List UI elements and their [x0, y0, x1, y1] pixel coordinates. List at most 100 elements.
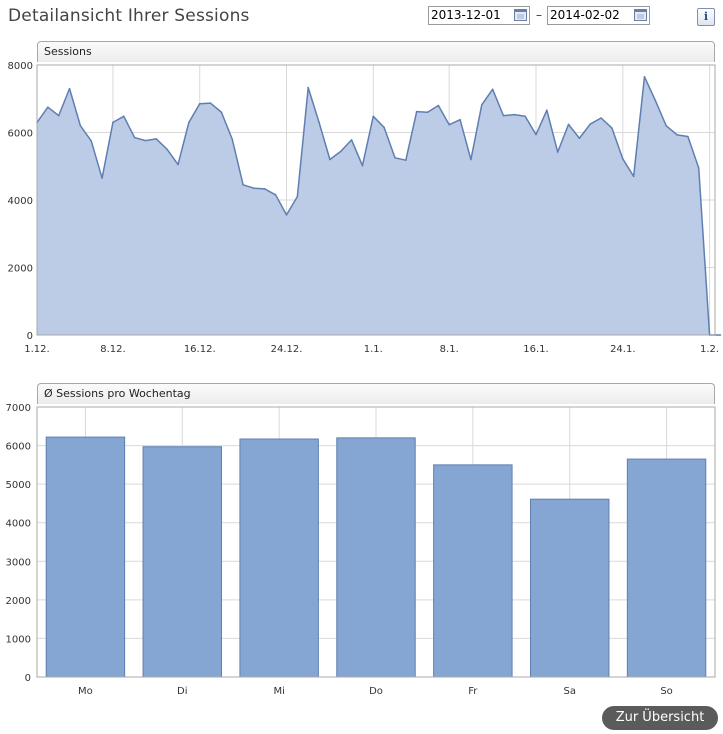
calendar-icon[interactable]: [514, 9, 527, 21]
page-title: Detailansicht Ihrer Sessions: [8, 6, 250, 26]
data-point: [307, 86, 310, 89]
data-point: [198, 103, 201, 105]
y-tick-label: 0: [25, 673, 31, 684]
date-separator: –: [536, 8, 542, 22]
data-point: [459, 118, 461, 121]
data-point: [361, 164, 364, 167]
sessions-chart-title: Sessions: [44, 45, 92, 58]
weekday-panel-header: Ø Sessions pro Wochentag: [37, 383, 715, 404]
data-point: [122, 115, 125, 118]
sessions-panel-header: Sessions: [37, 41, 715, 62]
date-from-field[interactable]: 2013-12-01: [428, 6, 530, 25]
data-point: [654, 99, 657, 102]
data-point: [274, 194, 277, 196]
data-point: [448, 123, 451, 126]
data-point: [491, 88, 494, 91]
data-point: [155, 138, 158, 140]
y-tick-label: 0: [27, 331, 33, 342]
data-point: [68, 87, 71, 90]
data-point: [242, 184, 244, 186]
data-point: [144, 139, 147, 142]
data-point: [285, 214, 288, 216]
x-tick-label: 16.1.: [523, 344, 548, 355]
y-tick-label: 2000: [6, 596, 31, 607]
y-tick-label: 7000: [6, 403, 31, 414]
data-point: [415, 110, 418, 113]
data-point: [611, 127, 613, 129]
bar-di: [142, 446, 223, 678]
data-point: [578, 137, 581, 140]
data-point: [253, 187, 255, 189]
overview-button[interactable]: Zur Übersicht: [602, 706, 718, 730]
x-tick-label: So: [660, 686, 672, 697]
y-tick-label: 8000: [8, 61, 33, 72]
data-point: [426, 111, 429, 114]
y-tick-label: 4000: [6, 519, 31, 530]
calendar-icon[interactable]: [634, 9, 647, 21]
info-button[interactable]: i: [697, 8, 715, 26]
data-point: [188, 121, 190, 124]
x-tick-label: 1.12.: [24, 344, 49, 355]
data-point: [665, 124, 667, 127]
plot-frame: [36, 64, 716, 336]
data-point: [535, 133, 537, 136]
data-point: [372, 115, 375, 118]
x-tick-label: 1.1.: [364, 344, 383, 355]
sessions-line: [36, 76, 721, 336]
x-tick-label: Sa: [563, 686, 575, 697]
data-point: [383, 126, 385, 129]
date-from-value: 2013-12-01: [431, 8, 501, 22]
bar-fr: [433, 464, 513, 678]
x-tick-label: Mi: [273, 686, 284, 697]
x-tick-label: 8.12.: [100, 344, 125, 355]
data-point: [621, 158, 624, 160]
data-point: [480, 104, 483, 106]
data-point: [394, 157, 396, 159]
bar-do: [336, 437, 416, 678]
x-tick-label: 24.1.: [610, 344, 635, 355]
y-tick-label: 5000: [6, 480, 31, 491]
y-tick-label: 6000: [8, 129, 33, 140]
data-point: [350, 139, 353, 141]
bar-so: [626, 458, 707, 678]
data-point: [643, 76, 646, 78]
x-tick-label: 16.12.: [184, 344, 216, 355]
x-tick-label: 8.1.: [440, 344, 459, 355]
data-point: [209, 102, 212, 104]
data-point: [177, 163, 179, 166]
data-point: [600, 117, 602, 119]
data-point: [339, 150, 342, 153]
y-tick-label: 4000: [8, 196, 33, 207]
data-point: [632, 175, 635, 178]
data-point: [405, 159, 407, 161]
data-point: [318, 121, 320, 124]
sessions-area: [37, 76, 721, 335]
weekday-chart: 0 1000 2000 3000 4000 5000 6000 7000 Mo Di Mi Do Fr S…: [6, 403, 716, 697]
data-point: [220, 111, 223, 114]
sessions-chart: 0 2000 4000 6000 8000 1.12. 8.12. 16.12. 24.12. 1…: [8, 61, 722, 355]
data-point: [296, 195, 299, 198]
x-tick-label: 24.12.: [271, 344, 303, 355]
data-point: [719, 334, 722, 336]
bar-mi: [239, 438, 319, 678]
y-tick-label: 2000: [8, 264, 33, 275]
y-tick-label: 1000: [6, 634, 31, 645]
data-point: [546, 109, 548, 112]
x-tick-label: Do: [369, 686, 383, 697]
data-point: [556, 151, 559, 153]
date-to-value: 2014-02-02: [550, 8, 620, 22]
data-point: [90, 140, 93, 142]
data-point: [47, 106, 49, 108]
data-point: [437, 104, 440, 107]
plot-frame: [36, 406, 716, 678]
data-point: [697, 167, 700, 169]
data-point: [264, 188, 266, 190]
date-to-field[interactable]: 2014-02-02: [547, 6, 650, 25]
data-point: [589, 123, 592, 125]
data-point: [166, 148, 168, 151]
x-tick-label: Mo: [78, 686, 93, 697]
y-tick-label: 3000: [6, 557, 31, 568]
data-point: [133, 136, 136, 139]
y-tick-label: 6000: [6, 442, 31, 453]
data-point: [231, 138, 234, 141]
